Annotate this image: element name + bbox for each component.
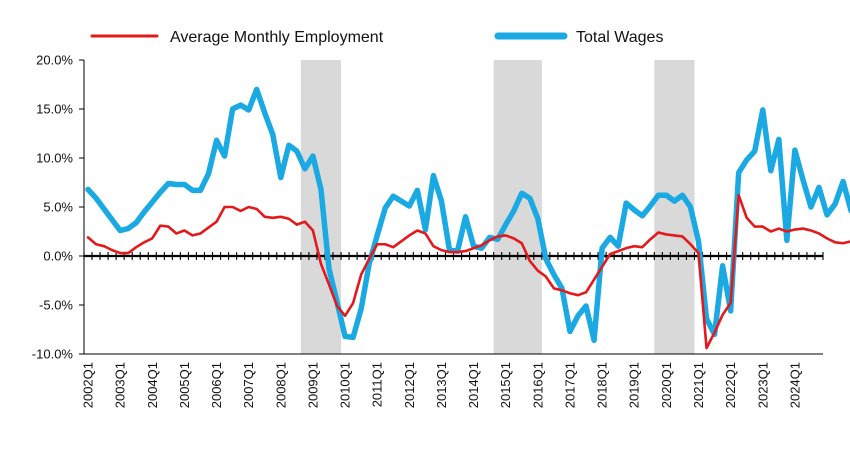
y-tick-label: 5.0%: [43, 200, 73, 215]
x-tick-label: 2006Q1: [209, 362, 224, 408]
series-line-wages: [85, 86, 850, 344]
x-tick-label: 2022Q1: [723, 362, 738, 408]
x-tick-label: 2020Q1: [659, 362, 674, 408]
x-tick-label: 2023Q1: [755, 362, 770, 408]
x-tick-label: 2015Q1: [498, 362, 513, 408]
x-tick-label: 2019Q1: [627, 362, 642, 408]
x-tick-label: 2011Q1: [370, 362, 385, 407]
legend-label-wages: Total Wages: [576, 29, 663, 46]
y-tick-label: -10.0%: [32, 347, 74, 362]
x-tick-label: 2013Q1: [434, 362, 449, 408]
x-tick-label: 2021Q1: [691, 362, 706, 408]
y-tick-label: 15.0%: [36, 102, 73, 117]
x-tick-label: 2012Q1: [402, 362, 417, 408]
x-tick-label: 2008Q1: [273, 362, 288, 408]
x-tick-label: 2007Q1: [241, 362, 256, 408]
x-tick-label: 2014Q1: [466, 362, 481, 408]
plot-lines: [85, 86, 850, 350]
x-tick-label: 2003Q1: [113, 362, 128, 408]
x-tick-label: 2024Q1: [787, 362, 802, 408]
y-tick-label: 0.0%: [43, 249, 73, 264]
y-tick-label: 10.0%: [36, 151, 73, 166]
x-tick-label: 2017Q1: [562, 362, 577, 408]
x-tick-label: 2016Q1: [530, 362, 545, 408]
x-tick-label: 2004Q1: [145, 362, 160, 408]
x-tick-label: 2009Q1: [305, 362, 320, 408]
x-tick-label: 2018Q1: [595, 362, 610, 408]
y-tick-label: -5.0%: [39, 298, 73, 313]
legend-label-employment: Average Monthly Employment: [170, 29, 384, 46]
series-line-employment: [86, 193, 850, 350]
legend: Average Monthly Employment Total Wages: [90, 29, 663, 46]
x-tick-label: 2010Q1: [338, 362, 353, 408]
x-tick-label: 2005Q1: [177, 362, 192, 408]
x-tick-label: 2002Q1: [81, 362, 96, 408]
y-tick-label: 20.0%: [36, 53, 73, 68]
